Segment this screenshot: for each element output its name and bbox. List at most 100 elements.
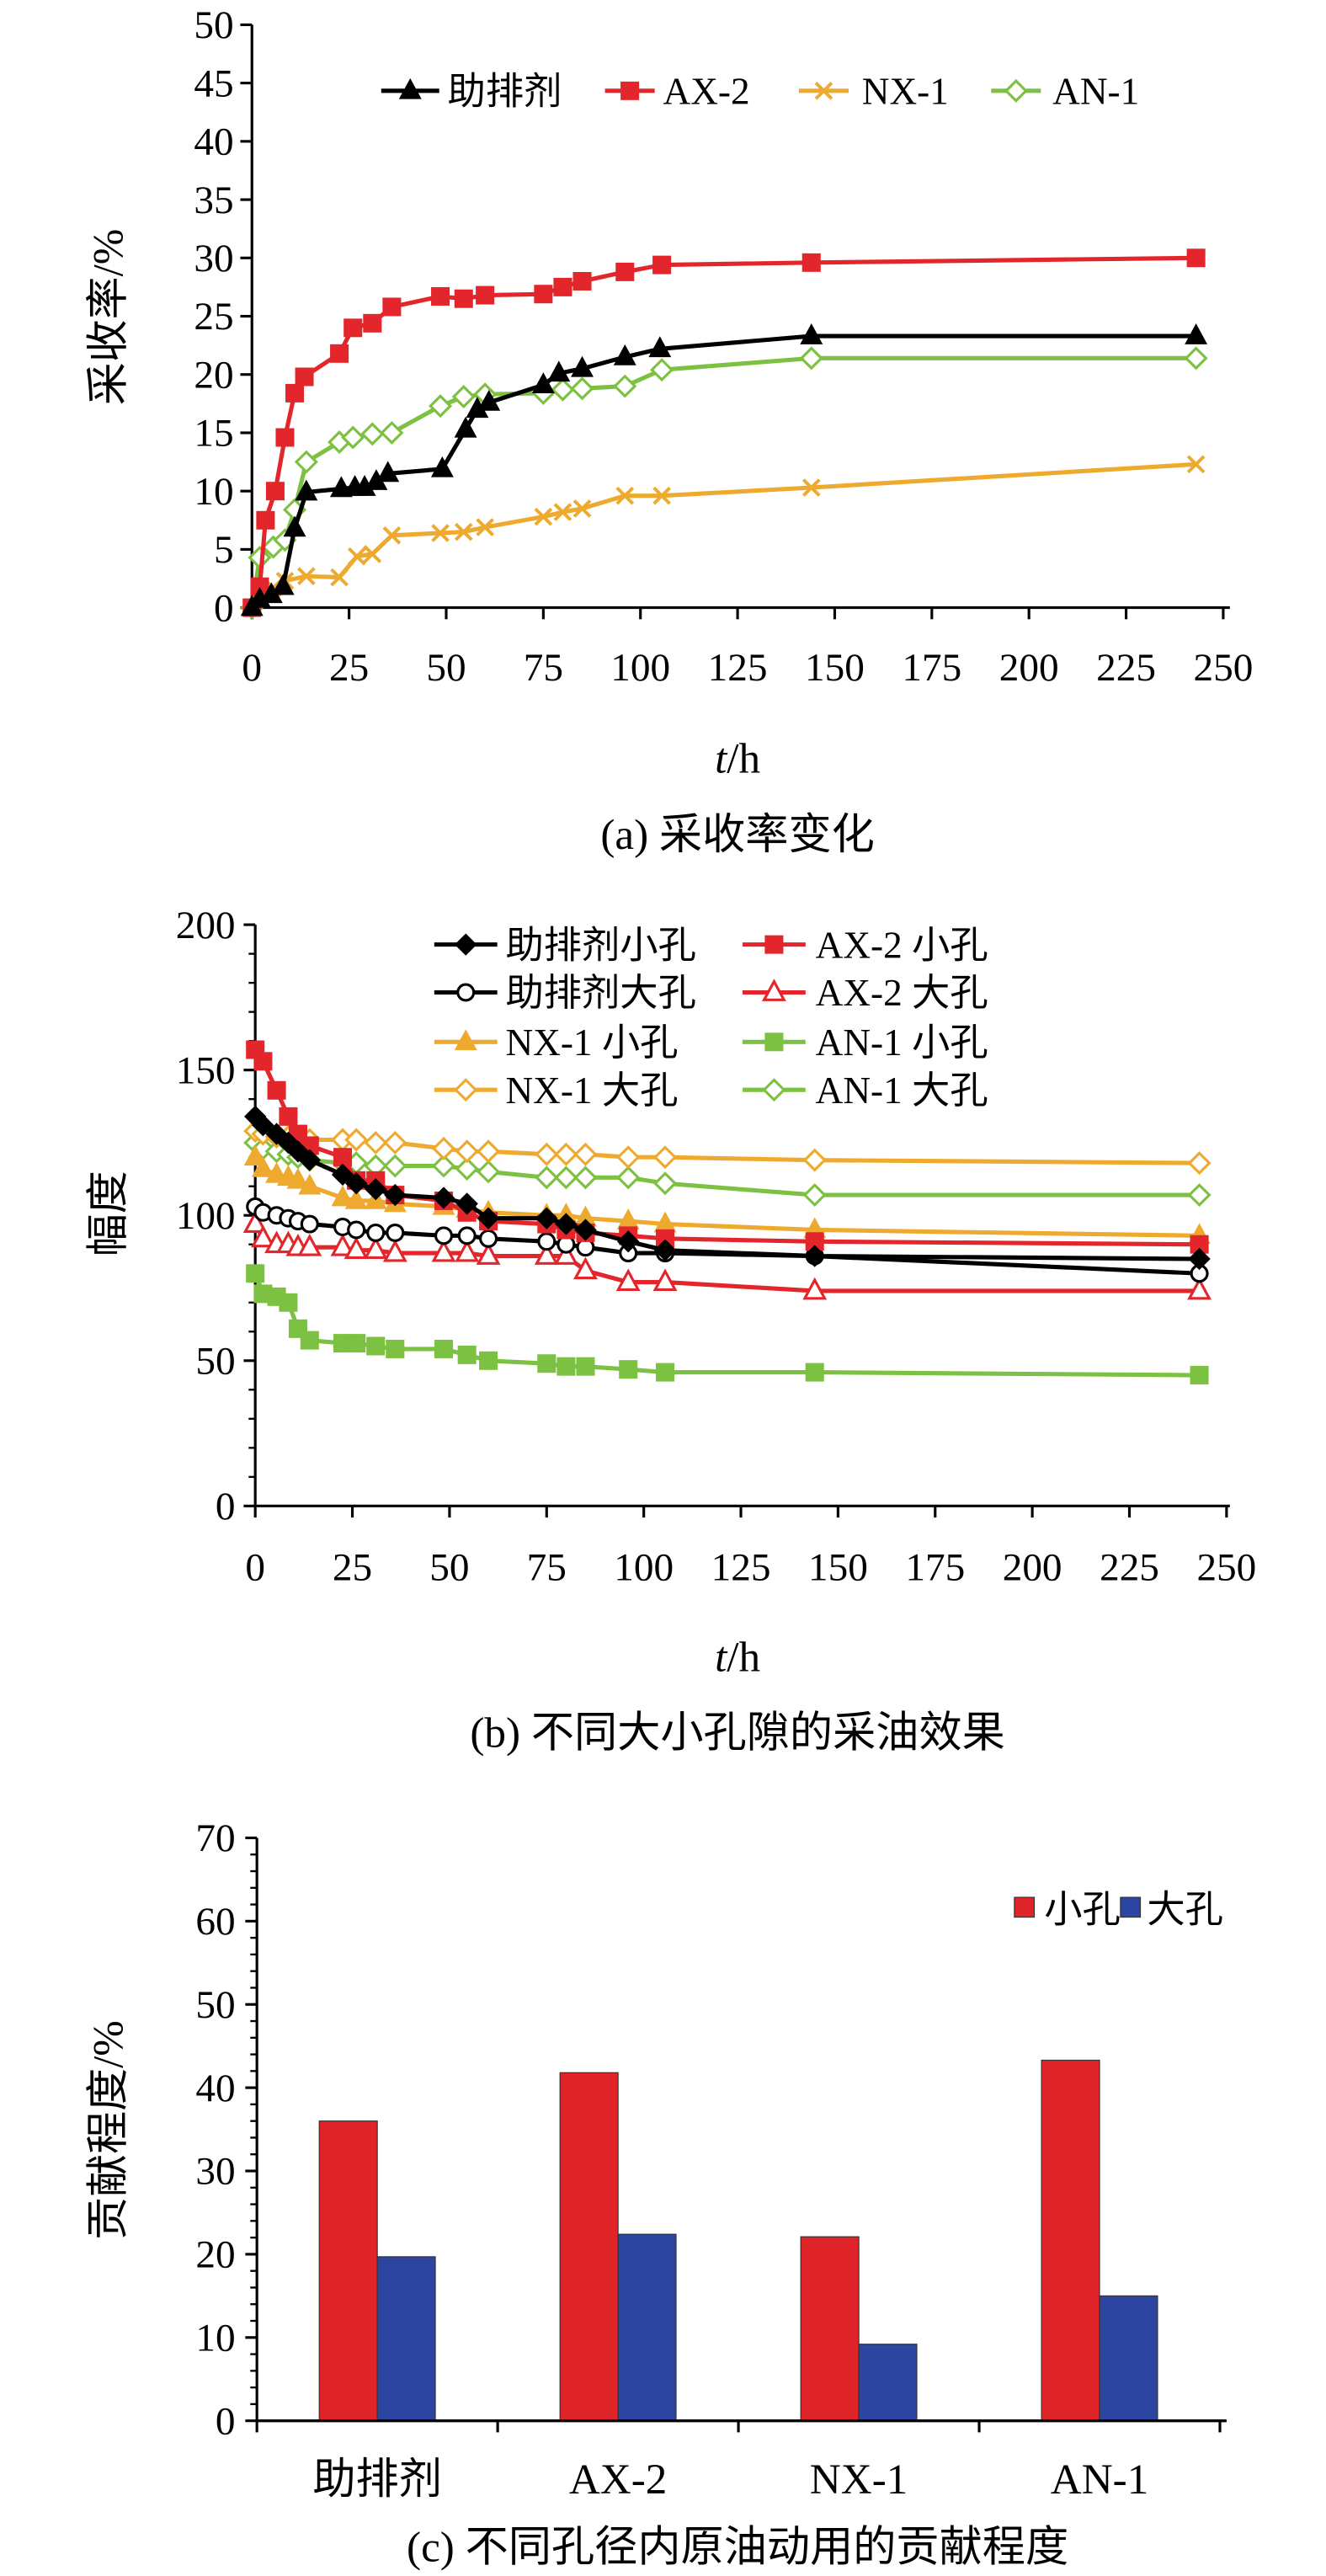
series-5-point [479, 1351, 498, 1370]
x-axis-variable: t [715, 1634, 728, 1682]
series-0-point [547, 360, 571, 382]
x-tick-label: 225 [1096, 646, 1156, 690]
bar-1-2 [858, 2344, 918, 2422]
series-0-point [376, 461, 400, 483]
y-tick-label: 200 [176, 904, 236, 947]
series-6-point [431, 1136, 456, 1160]
legend-marker-1 [764, 935, 784, 954]
series-0-point [283, 515, 306, 537]
series-1-point [279, 1107, 298, 1126]
bar-1-0 [376, 2256, 436, 2422]
series-3-point [429, 394, 453, 419]
series-5-point [1190, 1366, 1209, 1385]
series-1-point [256, 510, 275, 530]
series-3-point [455, 1239, 480, 1262]
y-axis-label: 采收率/% [85, 229, 133, 406]
series-0-point [384, 1183, 407, 1207]
series-1-point [476, 285, 495, 305]
series-2-point [615, 486, 635, 505]
x-axis-unit: /h [727, 1634, 760, 1682]
x-tick-label: 225 [1100, 1546, 1159, 1590]
series-2-point [300, 1214, 319, 1234]
y-tick-label: 70 [195, 1816, 235, 1860]
series-0-point [535, 1207, 558, 1229]
series-6-point [573, 1142, 598, 1166]
series-2 [246, 1197, 1209, 1283]
series-1-point [801, 253, 821, 272]
legend: 小孔 大孔 [1014, 1889, 1223, 1930]
legend-marker-7 [762, 1078, 786, 1102]
series-6-point [616, 1145, 641, 1170]
legend-label-0: 助排剂小孔 [505, 924, 695, 966]
y-tick-label: 30 [194, 237, 233, 280]
series-7-point [535, 1165, 559, 1190]
y-tick-label: 15 [194, 412, 233, 456]
series-7-point [554, 1165, 578, 1190]
series-3-point [799, 346, 823, 371]
legend-label-2: NX-1 [862, 71, 949, 113]
x-tick-label: 0 [245, 1546, 265, 1590]
series-1-point [333, 1148, 353, 1167]
series-2-point [348, 547, 366, 566]
x-tick-label: 175 [905, 1546, 965, 1590]
x-tick-label: 150 [805, 646, 865, 690]
series-7-point [573, 1165, 598, 1190]
bar-0-1 [559, 2072, 619, 2422]
bar-0-0 [318, 2120, 378, 2422]
y-tick-label: 0 [214, 586, 234, 630]
legend-marker-2 [814, 82, 833, 100]
series-0-point [454, 416, 477, 438]
y-tick-label: 35 [194, 179, 233, 222]
legend-marker-6 [454, 1078, 478, 1102]
series-3-line [249, 355, 1199, 611]
series-0-point [455, 1192, 478, 1215]
series-3-point [570, 376, 594, 401]
chart-a: 0 5 10 15 20 25 30 35 40 45 50 采收率/% (a) 采收率变化 0 25 50 7… [85, 3, 1254, 859]
x-tick-label: 250 [1194, 646, 1254, 690]
legend-marker-5 [764, 1032, 784, 1052]
x-tick-label: 250 [1196, 1546, 1256, 1590]
x-tick-label: 25 [333, 1546, 372, 1590]
series-2-point [386, 1223, 405, 1242]
legend-label-1: AX-2 [663, 71, 750, 113]
series-3-point [613, 374, 637, 398]
series-4-point [298, 1173, 322, 1195]
series-2-point [553, 503, 572, 521]
series-3-point [330, 1233, 355, 1256]
series-1-point [431, 286, 450, 306]
legend: 助排剂 AX-2 NX-1 AN-1 [381, 71, 1139, 113]
series-4-point [331, 1185, 354, 1207]
series-0-point [571, 355, 594, 377]
y-tick-label: 40 [195, 2067, 235, 2110]
series-3-point [551, 377, 575, 402]
series-0-point [653, 1239, 677, 1261]
series-1-point [253, 1052, 273, 1071]
legend-label-1: AX-2 小孔 [816, 924, 988, 966]
series-0-point [574, 1219, 597, 1241]
series-0-point [616, 1230, 640, 1253]
bar-0-3 [1041, 2059, 1100, 2422]
series-6-point [455, 1139, 479, 1164]
series-5-point [556, 1357, 576, 1376]
y-tick-label: 50 [194, 3, 233, 47]
series-6-point [554, 1142, 578, 1166]
series-2-point [652, 486, 671, 505]
y-tick-label: 40 [194, 120, 233, 164]
series-7-point [616, 1165, 641, 1190]
x-tick-label: 200 [1003, 1546, 1062, 1590]
legend-swatch-1 [1120, 1896, 1142, 1918]
x-tick-label: 75 [527, 1546, 567, 1590]
series-3-point [250, 1224, 275, 1248]
y-tick-label: 10 [194, 470, 233, 514]
figure-caption: (a) 采收率变化 [600, 811, 875, 859]
series-2-point [476, 518, 494, 536]
y-tick-label: 0 [216, 2399, 236, 2443]
series-7-point [383, 1154, 407, 1178]
y-tick-label: 45 [194, 61, 233, 105]
series-2-point [363, 545, 382, 563]
series-2-point [431, 524, 450, 542]
x-tick-label: 25 [329, 646, 369, 690]
series-2-point [382, 525, 402, 545]
series-1-point [572, 271, 592, 291]
